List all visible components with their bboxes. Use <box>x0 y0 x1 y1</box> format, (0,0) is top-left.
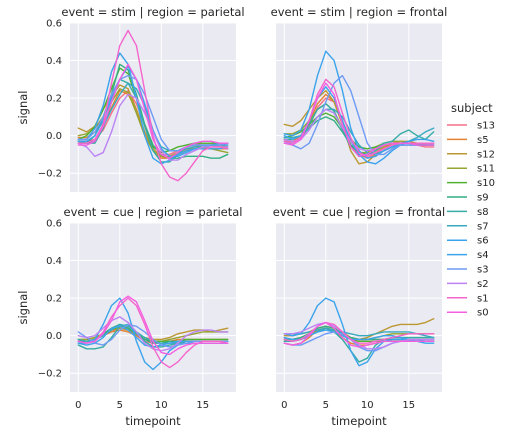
legend-item: s11 <box>447 164 495 175</box>
y-tick-label: 0.4 <box>46 56 62 67</box>
series-line-s1 <box>283 321 435 344</box>
legend-item: s0 <box>447 308 489 319</box>
series-line-s1 <box>77 297 229 369</box>
legend-label: s0 <box>477 308 489 319</box>
plot-area <box>70 23 236 192</box>
facet-title: event = stim | region = frontal <box>271 5 448 19</box>
legend-item: s9 <box>447 193 489 204</box>
x-axis-label: timepoint <box>125 414 181 428</box>
legend-item: s1 <box>447 293 489 304</box>
legend-label: s10 <box>477 178 495 189</box>
facet-panel: event = cue | region = frontal 0 5 10 15 time… <box>273 205 446 428</box>
x-tick-label: 10 <box>155 400 168 411</box>
series-line-s10 <box>77 67 229 154</box>
x-tick-label: 5 <box>117 400 123 411</box>
y-tick-label: 0.4 <box>46 256 62 267</box>
legend-label: s1 <box>477 293 489 304</box>
y-axis-label: signal <box>16 290 30 324</box>
legend-label: s12 <box>477 149 495 160</box>
y-tick-label: 0.6 <box>46 219 62 230</box>
legend-item: s4 <box>447 250 489 261</box>
y-tick-label: 0.2 <box>46 294 62 305</box>
legend-label: s9 <box>477 193 489 204</box>
facet-panel: event = cue | region = parietal −0.2 0.0 0.… <box>16 205 243 428</box>
plot-area <box>276 223 442 392</box>
x-tick-label: 10 <box>361 400 374 411</box>
legend-item: s12 <box>447 149 495 160</box>
facet-title: event = stim | region = parietal <box>61 5 244 19</box>
legend-label: s11 <box>477 164 495 175</box>
y-tick-label: 0.2 <box>46 94 62 105</box>
series-line-s7 <box>283 327 435 339</box>
facet-title: event = cue | region = frontal <box>273 205 446 219</box>
legend-label: s7 <box>477 221 489 232</box>
facet-title: event = cue | region = parietal <box>64 205 243 219</box>
series-line-s4 <box>77 52 229 165</box>
y-axis-label: signal <box>16 90 30 124</box>
series-line-s3 <box>283 74 435 156</box>
x-tick-label: 0 <box>75 400 81 411</box>
y-tick-label: 0.0 <box>46 331 62 342</box>
y-tick-label: 0.6 <box>46 19 62 30</box>
legend-item: s5 <box>447 135 489 146</box>
legend-item: s13 <box>447 121 495 132</box>
y-tick-label: −0.2 <box>38 369 62 380</box>
x-axis-label: timepoint <box>331 414 387 428</box>
legend-label: s13 <box>477 121 495 132</box>
legend-item: s3 <box>447 265 489 276</box>
series-line-s0 <box>77 63 229 159</box>
series-line-s3 <box>77 74 229 152</box>
legend-item: s8 <box>447 207 489 218</box>
legend-label: s3 <box>477 265 489 276</box>
legend-label: s5 <box>477 135 489 146</box>
x-tick-label: 5 <box>323 400 329 411</box>
series-line-s0 <box>283 321 435 348</box>
legend-item: s6 <box>447 236 489 247</box>
x-tick-label: 15 <box>196 400 209 411</box>
legend-label: s6 <box>477 236 489 247</box>
series-line-s0 <box>283 82 435 158</box>
plot-area <box>70 223 236 392</box>
legend-label: s2 <box>477 279 489 290</box>
series-line-s2 <box>77 316 229 352</box>
legend-title: subject <box>451 101 493 115</box>
legend-item: s10 <box>447 178 495 189</box>
legend-item: s2 <box>447 279 489 290</box>
series-line-s2 <box>283 321 435 350</box>
facet-panel: event = stim | region = parietal −0.2 0.0 0… <box>16 5 245 192</box>
legend-label: s8 <box>477 207 489 218</box>
legend-item: s7 <box>447 221 489 232</box>
x-tick-label: 15 <box>402 400 415 411</box>
y-tick-label: 0.0 <box>46 131 62 142</box>
y-tick-label: −0.2 <box>38 169 62 180</box>
series-line-s0 <box>77 295 229 356</box>
facet-panel: event = stim | region = frontal <box>271 5 448 192</box>
plot-area <box>276 23 442 192</box>
x-tick-label: 0 <box>281 400 287 411</box>
legend: subject s13 s5 s12 s11 s10 s9 s8 s7 s6 s4 s3 s2 s1 s0 <box>447 101 495 319</box>
legend-label: s4 <box>477 250 489 261</box>
